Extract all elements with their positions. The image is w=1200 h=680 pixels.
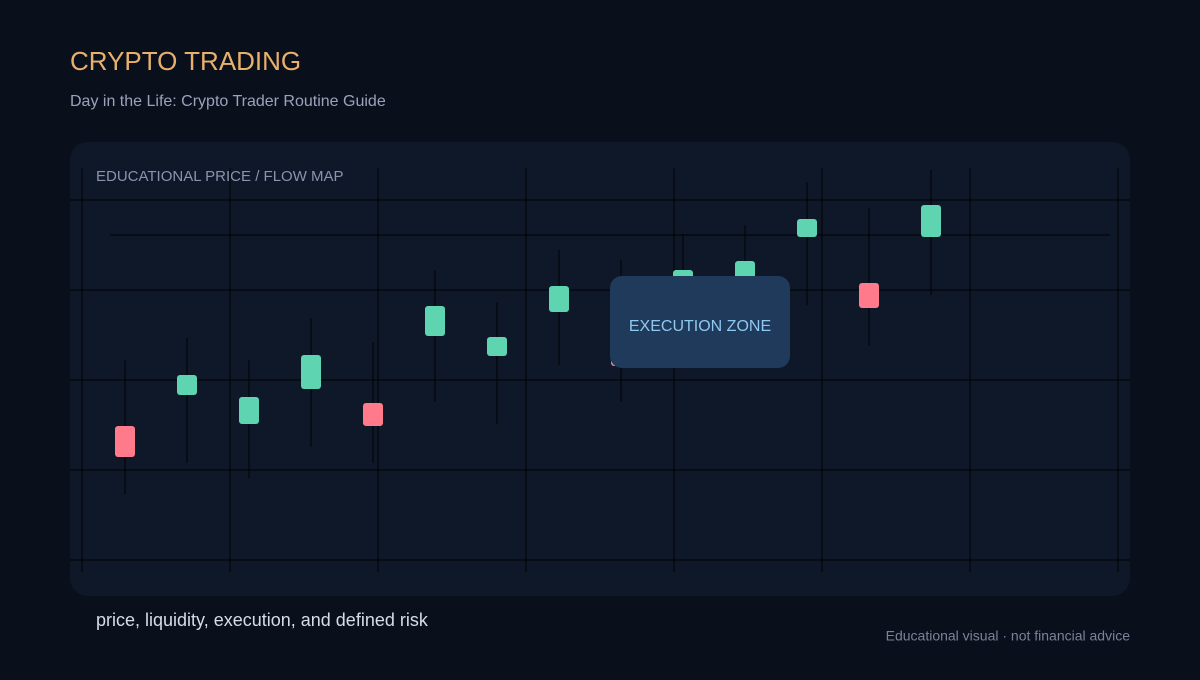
candle-body <box>363 403 383 426</box>
candle-body <box>301 355 321 389</box>
candle-body <box>859 283 879 308</box>
caption: price, liquidity, execution, and defined… <box>96 610 429 630</box>
chart-panel <box>70 142 1130 596</box>
annotation-label: EXECUTION ZONE <box>629 318 771 335</box>
candle-body <box>797 219 817 237</box>
candle-body <box>177 375 197 395</box>
footer: Educational visual · not financial advic… <box>886 628 1131 644</box>
subtitle: Day in the Life: Crypto Trader Routine G… <box>70 93 386 110</box>
title: CRYPTO TRADING <box>70 46 301 76</box>
candle-body <box>549 286 569 312</box>
candle-body <box>921 205 941 237</box>
panel-label: EDUCATIONAL PRICE / FLOW MAP <box>96 168 344 185</box>
annotation-box <box>610 276 790 368</box>
candle-body <box>239 397 259 424</box>
plot: EXECUTION ZONE <box>70 170 1130 561</box>
candle-body <box>115 426 135 457</box>
candle-body <box>487 337 507 356</box>
candle-body <box>425 306 445 336</box>
